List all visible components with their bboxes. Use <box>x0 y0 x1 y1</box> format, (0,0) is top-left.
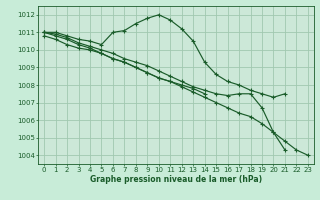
X-axis label: Graphe pression niveau de la mer (hPa): Graphe pression niveau de la mer (hPa) <box>90 175 262 184</box>
